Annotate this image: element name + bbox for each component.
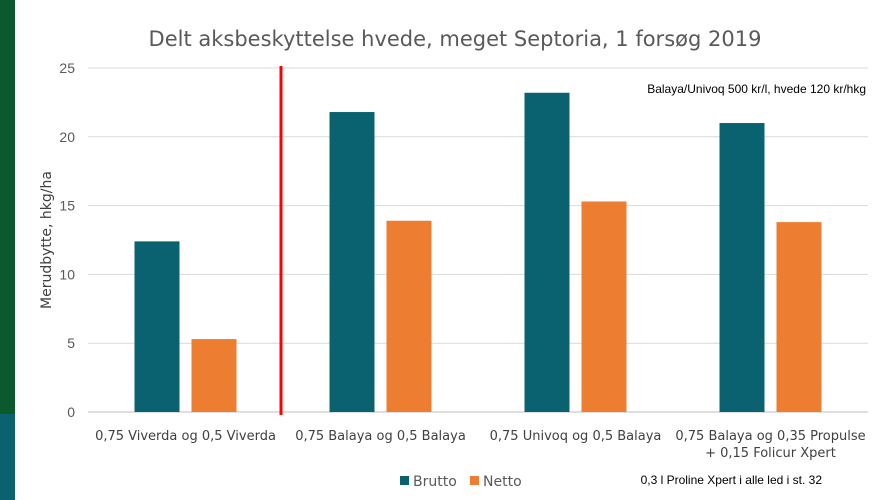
- footer-note: 0,3 l Proline Xpert i alle led i st. 32: [641, 473, 823, 487]
- y-axis-label: Merudbytte, hkg/ha: [39, 171, 55, 309]
- x-tick-label-line: 0,75 Viverda og 0,5 Viverda: [95, 429, 276, 444]
- x-tick-label: 0,75 Univoq og 0,5 Balaya: [490, 429, 662, 444]
- y-tick-label: 25: [59, 60, 75, 76]
- bar-brutto: [524, 92, 570, 412]
- y-tick-label: 15: [59, 198, 75, 214]
- x-tick-label: 0,75 Viverda og 0,5 Viverda: [95, 429, 276, 444]
- x-tick-label-line: 0,75 Balaya og 0,5 Balaya: [295, 429, 466, 444]
- price-note: Balaya/Univoq 500 kr/l, hvede 120 kr/hkg: [647, 82, 866, 96]
- chart-title: Delt aksbeskyttelse hvede, meget Septori…: [149, 27, 762, 51]
- bar-netto: [191, 339, 237, 412]
- side-accent-teal: [0, 414, 15, 500]
- legend-swatch-netto: [470, 476, 479, 485]
- y-tick-label: 20: [59, 129, 75, 145]
- bar-brutto: [329, 112, 375, 413]
- x-tick-label-line: 0,75 Univoq og 0,5 Balaya: [490, 429, 662, 444]
- legend-swatch-brutto: [400, 476, 409, 485]
- y-tick-label: 0: [67, 404, 75, 420]
- bar-netto: [386, 220, 432, 412]
- y-tick-label: 10: [59, 266, 75, 282]
- bar-netto: [776, 222, 822, 412]
- legend-label-brutto: Brutto: [413, 474, 457, 490]
- side-accent-green: [0, 0, 15, 414]
- bar-brutto: [134, 241, 180, 412]
- legend-label-netto: Netto: [483, 474, 522, 490]
- x-tick-label-line: + 0,15 Folicur Xpert: [705, 446, 836, 461]
- x-tick-label-line: 0,75 Balaya og 0,35 Propulse: [675, 429, 865, 444]
- bar-brutto: [719, 123, 765, 412]
- y-tick-label: 5: [67, 335, 75, 351]
- x-tick-label: 0,75 Balaya og 0,35 Propulse + 0,15 Folic…: [675, 429, 865, 461]
- x-tick-label: 0,75 Balaya og 0,5 Balaya: [295, 429, 466, 444]
- bar-netto: [581, 201, 627, 412]
